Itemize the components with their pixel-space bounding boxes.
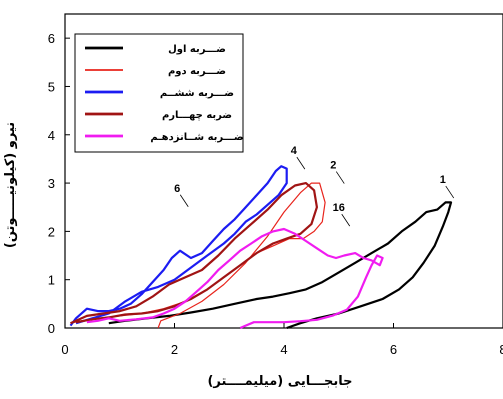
y-tick-label: 1	[48, 273, 55, 288]
y-tick-label: 2	[48, 224, 55, 239]
legend-label-6: ضـــربه ششــم	[160, 88, 234, 99]
curve-label-16: 16	[333, 202, 345, 214]
y-tick-label: 3	[48, 176, 55, 191]
curve-leader-2	[335, 171, 345, 184]
series-line-6	[69, 165, 288, 327]
curve-label-4: 4	[291, 145, 298, 157]
series-line-4	[70, 182, 318, 325]
x-tick-label: 0	[61, 342, 68, 357]
x-tick-label: 2	[171, 342, 178, 357]
curve-leader-1	[445, 185, 455, 199]
y-tick-label: 6	[48, 31, 55, 46]
legend-label-16: ضـــربه شــانزدهـم	[150, 132, 243, 143]
x-tick-label: 4	[280, 342, 287, 357]
y-tick-label: 4	[48, 128, 55, 143]
curve-leader-4	[296, 156, 306, 170]
legend-label-2: ضـــربه دوم	[168, 66, 226, 77]
x-tick-label: 6	[390, 342, 397, 357]
curve-leader-6	[179, 194, 189, 207]
legend-label-4: ضربه چهـــارم	[162, 110, 232, 121]
legend-label-1: ضـــربه اول	[168, 44, 226, 55]
x-tick-label: 8	[499, 342, 503, 357]
y-tick-label: 0	[48, 321, 55, 336]
series-line-16	[86, 227, 384, 330]
x-axis-title: جابجـــایی (میلیمــــتر)	[207, 374, 352, 389]
series-line-1	[108, 201, 453, 330]
y-tick-label: 5	[48, 79, 55, 94]
curve-leader-16	[341, 213, 351, 227]
curve-label-2: 2	[330, 160, 336, 172]
curve-label-6: 6	[174, 183, 180, 195]
y-axis-title: نیرو (کیلونیـــــوتن)	[3, 122, 18, 248]
curve-label-1: 1	[440, 174, 446, 186]
legend: ضـــربه اول ضـــربه دوم ضـــربه ششــم ضربه …	[74, 33, 244, 153]
